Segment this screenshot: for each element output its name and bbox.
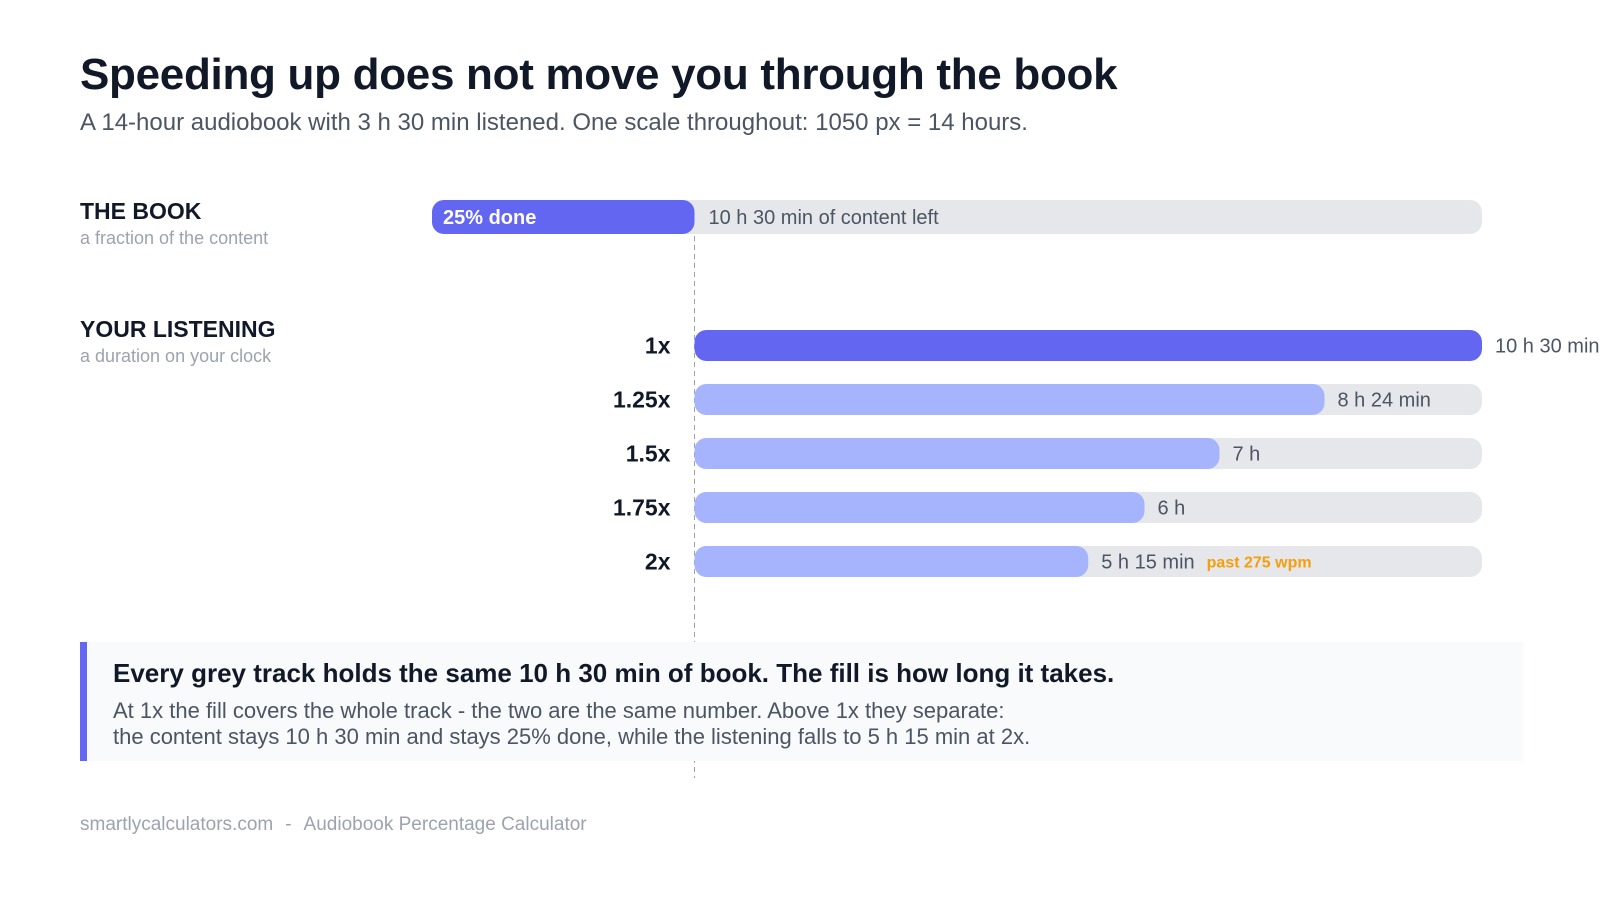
book-done-fill (432, 200, 695, 234)
listening-section-title: YOUR LISTENING (80, 316, 276, 342)
speed-label: 1.5x (626, 441, 671, 467)
book-section-subtitle: a fraction of the content (80, 228, 269, 248)
callout-line-2: the content stays 10 h 30 min and stays … (113, 724, 1031, 749)
explanation-callout: Every grey track holds the same 10 h 30 … (80, 642, 1523, 761)
listening-value-label: 10 h 30 min (1495, 336, 1600, 358)
callout-headline: Every grey track holds the same 10 h 30 … (113, 658, 1115, 688)
callout-line-1: At 1x the fill covers the whole track - … (113, 698, 1005, 723)
book-remaining-label: 10 h 30 min of content left (709, 207, 940, 229)
listening-value-label: 5 h 15 min (1101, 552, 1194, 574)
listening-value-label: 7 h (1233, 444, 1261, 466)
footer: smartlycalculators.com - Audiobook Percent… (80, 814, 587, 836)
listening-bar (694, 330, 1482, 361)
speed-label: 1.75x (613, 495, 671, 521)
book-done-label: 25% done (443, 207, 536, 229)
listening-section-subtitle: a duration on your clock (80, 346, 272, 366)
listening-bar (694, 546, 1089, 577)
listening-bar (694, 438, 1220, 469)
book-content-track (432, 200, 1482, 234)
listening-value-label: 6 h (1158, 498, 1186, 520)
speed-label: 1.25x (613, 387, 671, 413)
speed-label: 1x (645, 333, 671, 359)
listening-bar (694, 384, 1325, 415)
listening-bar (694, 492, 1145, 523)
chart-title: Speeding up does not move you through th… (80, 50, 1118, 99)
listening-value-label: 8 h 24 min (1338, 390, 1431, 412)
footer-tool-name: Audiobook Percentage Calculator (303, 814, 587, 835)
book-section-title: THE BOOK (80, 198, 202, 224)
chart-subtitle: A 14-hour audiobook with 3 h 30 min list… (80, 109, 1028, 136)
speed-label: 2x (645, 549, 671, 575)
wpm-warning-note: past 275 wpm (1207, 555, 1312, 572)
footer-separator: - (285, 814, 292, 835)
footer-site-link[interactable]: smartlycalculators.com (80, 814, 274, 835)
